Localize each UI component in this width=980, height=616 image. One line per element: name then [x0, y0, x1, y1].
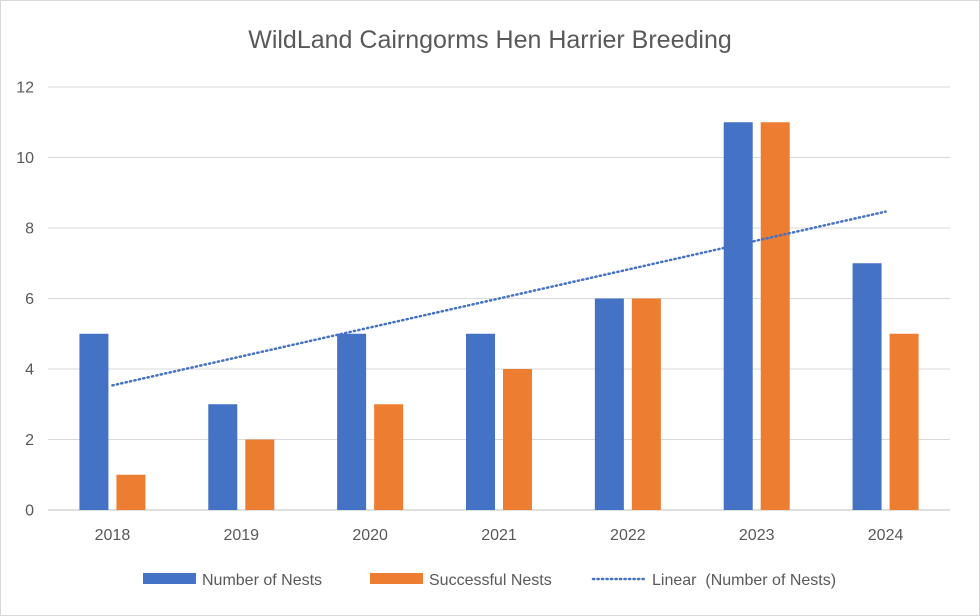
bars: [79, 122, 919, 510]
y-tick-label: 8: [25, 221, 34, 238]
bar-number-of-nests: [723, 122, 753, 510]
bar-successful-nests: [116, 474, 146, 510]
x-tick-label: 2023: [739, 527, 775, 544]
bar-successful-nests: [631, 298, 661, 510]
bar-number-of-nests: [852, 263, 882, 510]
y-tick-label: 2: [25, 432, 34, 449]
legend-swatch: [143, 573, 196, 584]
gridlines: [48, 86, 950, 511]
y-tick-label: 12: [16, 80, 34, 97]
x-tick-label: 2019: [223, 527, 259, 544]
bar-successful-nests: [889, 333, 919, 510]
legend-label: Linear (Number of Nests): [652, 572, 836, 589]
x-tick-label: 2018: [95, 527, 131, 544]
bar-successful-nests: [245, 439, 275, 510]
legend-label: Successful Nests: [429, 572, 552, 589]
trendline-linear: [111, 210, 887, 387]
chart-title: WildLand Cairngorms Hen Harrier Breeding: [248, 26, 732, 54]
legend-swatch: [370, 573, 423, 584]
x-axis: 2018 2019 2020 2021 2022 2023 2024: [95, 527, 904, 544]
x-tick-label: 2024: [868, 527, 904, 544]
legend-item: Successful Nests: [370, 572, 552, 589]
legend-item: Linear (Number of Nests): [591, 572, 836, 589]
bar-successful-nests: [503, 369, 532, 510]
bar-successful-nests: [760, 122, 790, 510]
bar-number-of-nests: [79, 333, 109, 510]
bar-number-of-nests: [594, 298, 624, 510]
y-tick-label: 0: [25, 503, 34, 520]
bar-number-of-nests: [337, 333, 367, 510]
x-tick-label: 2022: [610, 527, 646, 544]
x-tick-label: 2020: [352, 527, 388, 544]
y-axis: 0 2 4 6 8 10 12: [16, 80, 34, 520]
bar-successful-nests: [374, 404, 404, 510]
y-tick-label: 10: [16, 150, 34, 167]
bar-number-of-nests: [208, 404, 238, 510]
bar-number-of-nests: [466, 333, 495, 510]
y-tick-label: 4: [25, 362, 34, 379]
y-tick-label: 6: [25, 291, 34, 308]
legend-label: Number of Nests: [202, 572, 322, 589]
trendline: [111, 210, 887, 387]
legend-item: Number of Nests: [143, 572, 322, 589]
x-tick-label: 2021: [481, 527, 517, 544]
legend: Number of Nests Successful Nests Linear (N…: [143, 572, 836, 589]
